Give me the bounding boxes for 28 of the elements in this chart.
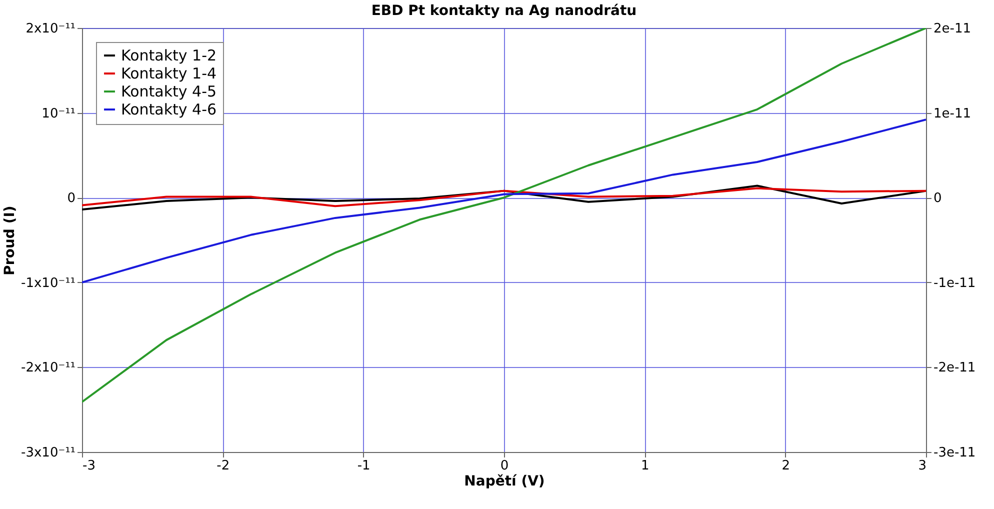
y2-tick-label: 1e-11: [934, 106, 972, 122]
y2-tick-label: -3e-11: [934, 446, 976, 460]
y-tick-label: 0: [67, 191, 76, 206]
legend-label: Kontakty 1-2: [121, 46, 217, 64]
line-series: [82, 28, 926, 403]
legend-label: Kontakty 4-5: [121, 82, 217, 100]
x-tick-label: 3: [918, 458, 926, 474]
x-tick-label: 2: [782, 458, 790, 474]
y-tick-label: -3x10⁻¹¹: [21, 446, 76, 460]
legend-label: Kontakty 4-6: [121, 100, 217, 118]
y2-tick-label: -2e-11: [934, 360, 976, 376]
y-axis-title: Proud (I): [2, 206, 18, 276]
x-tick-label: 0: [500, 458, 509, 474]
y2-tick-label: -1e-11: [934, 276, 976, 291]
x-tick-label: -3: [82, 458, 96, 474]
x-tick-label: -2: [216, 458, 230, 474]
line-series: [82, 118, 926, 284]
x-tick-label: 1: [641, 458, 650, 474]
chart-title: EBD Pt kontakty na Ag nanodrátu: [371, 3, 637, 19]
y-tick-label: 2x10⁻¹¹: [26, 22, 76, 36]
y-tick-label: 10⁻¹¹: [42, 106, 76, 122]
legend-label: Kontakty 1-4: [121, 64, 217, 82]
x-tick-label: -1: [357, 458, 370, 474]
y2-tick-label: 2e-11: [934, 22, 972, 36]
y-tick-label: -1x10⁻¹¹: [21, 276, 76, 291]
y-tick-label: -2x10⁻¹¹: [21, 360, 76, 376]
x-axis-title: Napětí (V): [464, 474, 545, 490]
y2-tick-label: 0: [934, 191, 942, 206]
